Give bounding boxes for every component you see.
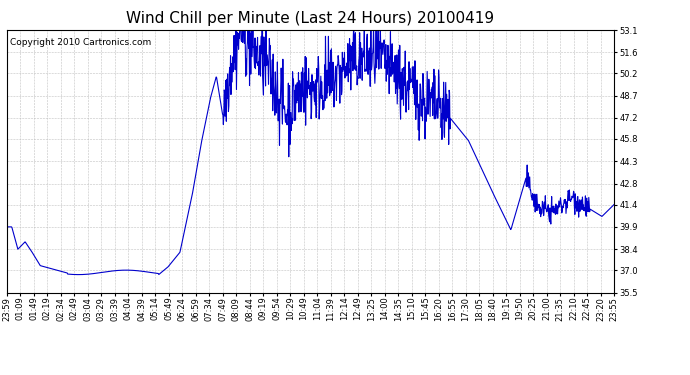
Text: Copyright 2010 Cartronics.com: Copyright 2010 Cartronics.com <box>10 38 151 47</box>
Text: Wind Chill per Minute (Last 24 Hours) 20100419: Wind Chill per Minute (Last 24 Hours) 20… <box>126 11 495 26</box>
